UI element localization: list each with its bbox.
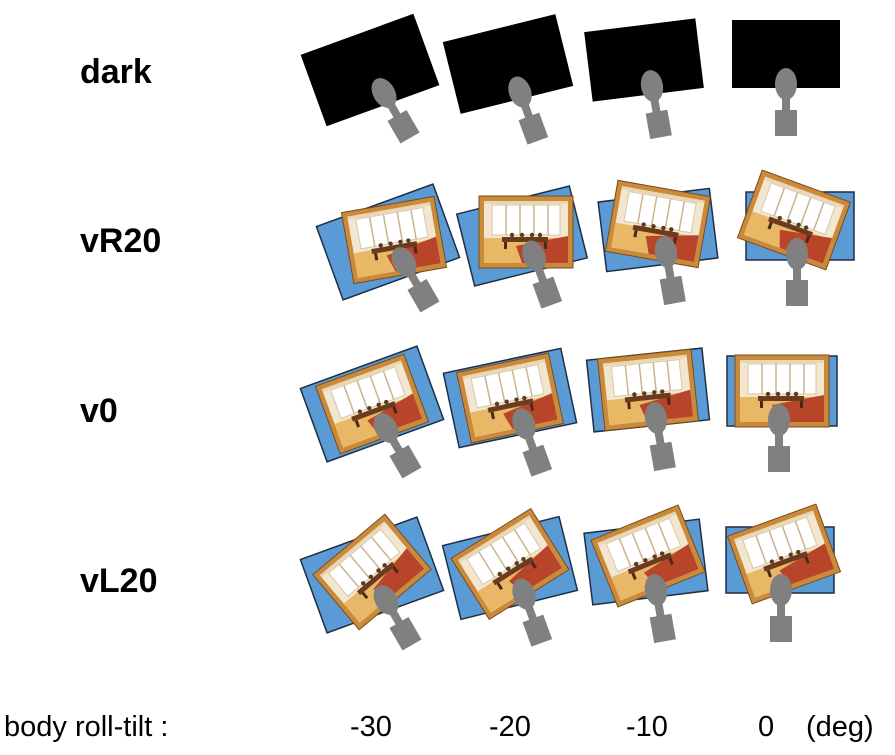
vl20-cell-tilt-10	[583, 504, 709, 644]
tick-label-minus30: -30	[350, 711, 392, 743]
tick-label-minus20: -20	[489, 711, 531, 743]
v0-cell-tilt-10	[585, 347, 711, 472]
v0-cell-tilt-30	[299, 345, 445, 479]
vr20-cell-tilt-0	[736, 169, 855, 306]
vl20-cell-tilt-20	[441, 507, 579, 647]
dark-cell-tilt-20	[442, 14, 574, 145]
vl20-cell-tilt-30	[299, 513, 445, 651]
axis-title: body roll-tilt :	[4, 711, 169, 743]
v0-cell-tilt-0	[726, 354, 838, 472]
tick-label-minus10: -10	[626, 711, 668, 743]
dark-cell-tilt-0	[732, 20, 840, 136]
vr20-cell-tilt-30	[315, 183, 461, 313]
row-label-vr20: vR20	[80, 222, 162, 260]
axis-unit: (deg)	[806, 711, 874, 743]
vl20-cell-tilt-0	[725, 503, 842, 642]
vr20-cell-tilt-10	[597, 179, 719, 306]
row-label-dark: dark	[80, 53, 152, 91]
tick-label-0: 0	[758, 711, 775, 743]
row-label-vl20: vL20	[80, 562, 158, 600]
vr20-cell-tilt-20	[455, 185, 589, 309]
row-label-v0: v0	[80, 392, 118, 430]
dark-cell-tilt-30	[300, 13, 440, 144]
dark-cell-tilt-10	[584, 18, 704, 140]
v0-cell-tilt-20	[442, 347, 578, 477]
